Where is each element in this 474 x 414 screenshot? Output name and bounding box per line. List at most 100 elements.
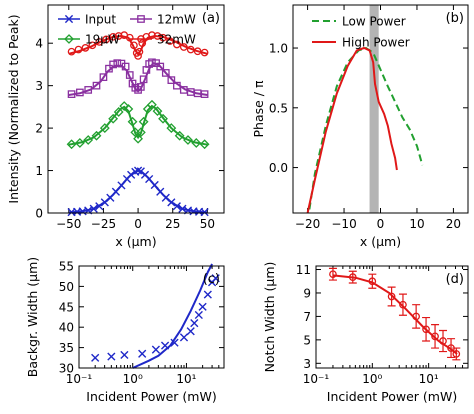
data-point xyxy=(191,138,202,148)
data-point xyxy=(83,135,94,145)
data-point xyxy=(114,32,123,40)
data-point xyxy=(199,139,210,150)
x-tick-label: 10¹ xyxy=(419,372,439,386)
data-point xyxy=(150,180,159,190)
shaded-band xyxy=(369,5,379,213)
y-axis-label: Phase / π xyxy=(251,80,266,137)
data-point xyxy=(119,101,130,111)
x-tick-label: 10 xyxy=(409,217,424,231)
data-point xyxy=(183,135,193,145)
error-bar xyxy=(431,324,440,349)
legend-label: Low Power xyxy=(342,15,406,29)
data-point xyxy=(178,204,187,213)
y-axis-label: Intensity (Normalized to Peak) xyxy=(6,14,21,203)
data-point xyxy=(173,81,181,90)
panel-c: 10⁻¹ 10⁰ 10¹ 30 35 40 45 50 55 (c) Incident Power … xyxy=(25,257,225,404)
data-point xyxy=(123,104,134,114)
data-point xyxy=(92,81,101,90)
fit-line xyxy=(132,263,213,369)
plot-frame xyxy=(78,265,225,369)
legend-marker xyxy=(137,35,145,43)
y-tick-label: 0.5 xyxy=(269,101,288,115)
x-tick-label: 10⁻¹ xyxy=(303,372,330,386)
data-point xyxy=(89,204,98,213)
plot-frame xyxy=(47,4,225,214)
data-point xyxy=(99,123,110,134)
data-point xyxy=(368,277,377,286)
data-point xyxy=(190,319,199,328)
data-point xyxy=(102,35,111,44)
y-tick-label: 50 xyxy=(59,280,74,294)
data-point xyxy=(152,106,163,117)
y-tick-label: 0.0 xyxy=(269,161,288,175)
series-line xyxy=(308,46,424,210)
x-tick-label: 50 xyxy=(200,217,215,231)
fit-line xyxy=(68,169,208,214)
legend-marker xyxy=(64,34,74,44)
data-point xyxy=(121,62,130,71)
data-point xyxy=(173,40,181,49)
data-point xyxy=(194,310,203,320)
data-point xyxy=(200,90,209,98)
data-point xyxy=(133,133,143,144)
panel-label: (a) xyxy=(202,11,220,26)
data-point xyxy=(174,130,185,141)
data-point xyxy=(167,198,176,207)
x-axis-label: x (μm) xyxy=(360,234,401,249)
data-point xyxy=(166,37,174,45)
data-point xyxy=(167,76,176,84)
error-bar xyxy=(398,293,407,316)
data-point xyxy=(135,127,146,138)
fit-line xyxy=(332,274,458,355)
data-point xyxy=(147,99,157,110)
data-point xyxy=(170,338,179,347)
data-point xyxy=(200,208,209,217)
y-tick-label: 1.0 xyxy=(269,42,288,56)
data-point xyxy=(148,58,156,67)
error-bar xyxy=(328,267,337,281)
data-point xyxy=(91,130,102,141)
data-point xyxy=(67,90,76,98)
panel-b: −20 −10 0 10 20 0.0 0.5 1.0 (b) x (μm) Phase / π Lo… xyxy=(251,4,469,249)
error-bar xyxy=(447,338,456,359)
x-tick-label: −25 xyxy=(91,217,116,231)
data-point xyxy=(99,73,108,82)
data-point xyxy=(172,202,181,211)
x-axis-label: Incident Power (mW) xyxy=(86,389,216,404)
data-point xyxy=(127,170,136,179)
data-point xyxy=(133,166,143,175)
data-point xyxy=(84,86,93,94)
x-tick-label: 20 xyxy=(446,217,461,231)
data-point xyxy=(159,33,167,42)
y-tick-label: 35 xyxy=(59,341,74,355)
data-point xyxy=(113,107,124,117)
data-point xyxy=(135,47,144,56)
panel-d: 10⁻¹ 10⁰ 10¹ 3 5 7 9 11 (d) Incident Power (mW) No… xyxy=(262,262,469,404)
panel-label: (c) xyxy=(203,272,220,287)
data-point xyxy=(348,273,357,281)
error-bar xyxy=(422,316,431,342)
data-point xyxy=(387,292,396,301)
data-point xyxy=(200,48,209,57)
data-point xyxy=(137,83,145,91)
data-point xyxy=(109,32,117,41)
data-point xyxy=(198,302,207,311)
data-point xyxy=(95,202,104,211)
x-tick-label: 25 xyxy=(165,217,180,231)
data-point xyxy=(91,353,100,362)
data-point xyxy=(160,341,170,350)
error-bar xyxy=(348,270,357,284)
data-point xyxy=(412,312,420,321)
y-axis-label: Notch Width (μm) xyxy=(262,262,277,373)
y-tick-label: 55 xyxy=(59,260,74,274)
data-point xyxy=(134,52,142,60)
x-tick-label: −50 xyxy=(56,217,81,231)
data-point xyxy=(138,116,149,127)
data-point xyxy=(113,59,122,68)
data-point xyxy=(329,270,337,279)
data-point xyxy=(151,345,160,354)
legend-label: High Power xyxy=(342,36,410,50)
plot-frame xyxy=(315,265,469,369)
panel-label: (b) xyxy=(446,11,464,26)
